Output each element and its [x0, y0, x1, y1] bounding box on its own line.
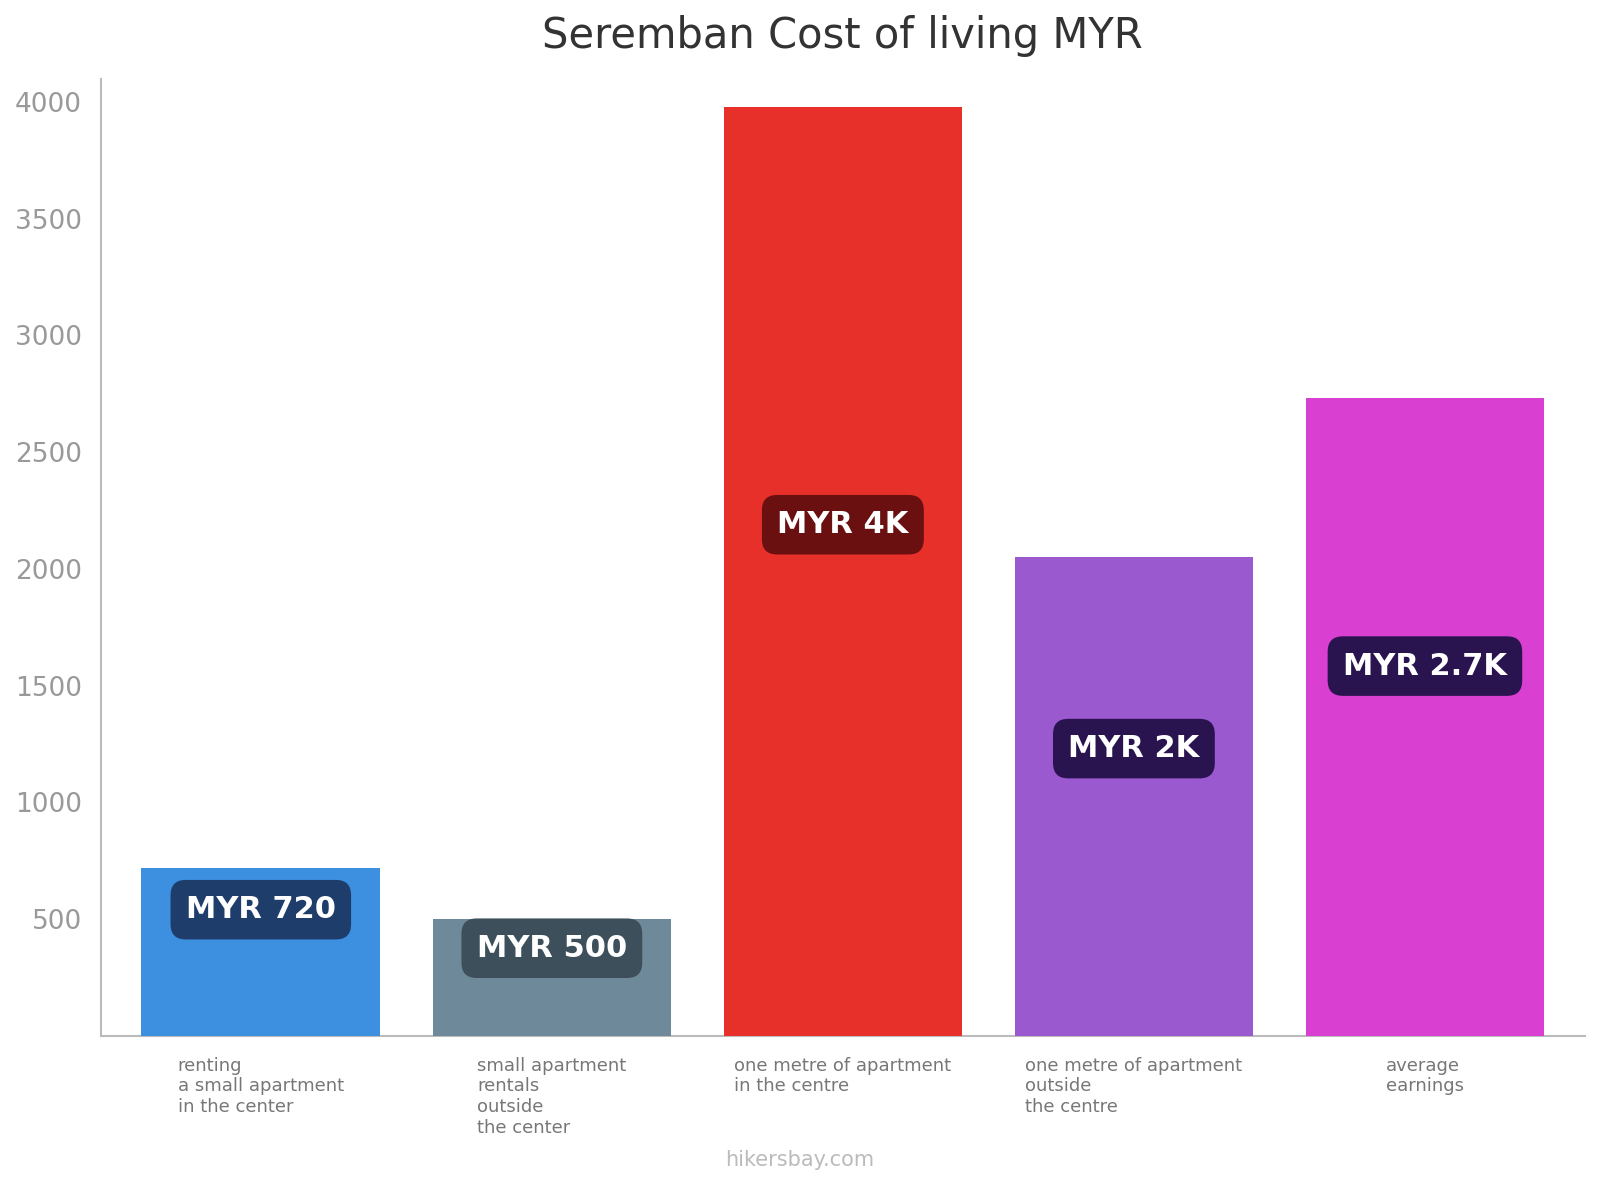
Text: hikersbay.com: hikersbay.com [725, 1150, 875, 1170]
Text: MYR 720: MYR 720 [186, 895, 336, 924]
Bar [1306, 398, 1544, 1036]
Title: Seremban Cost of living MYR: Seremban Cost of living MYR [542, 14, 1144, 56]
Bar [723, 107, 962, 1036]
Bar [432, 919, 670, 1036]
Text: MYR 4K: MYR 4K [778, 510, 909, 539]
Text: MYR 2.7K: MYR 2.7K [1342, 652, 1507, 680]
Text: MYR 2K: MYR 2K [1069, 734, 1200, 763]
Text: MYR 500: MYR 500 [477, 934, 627, 962]
Bar [1014, 557, 1253, 1036]
Bar [141, 868, 381, 1036]
